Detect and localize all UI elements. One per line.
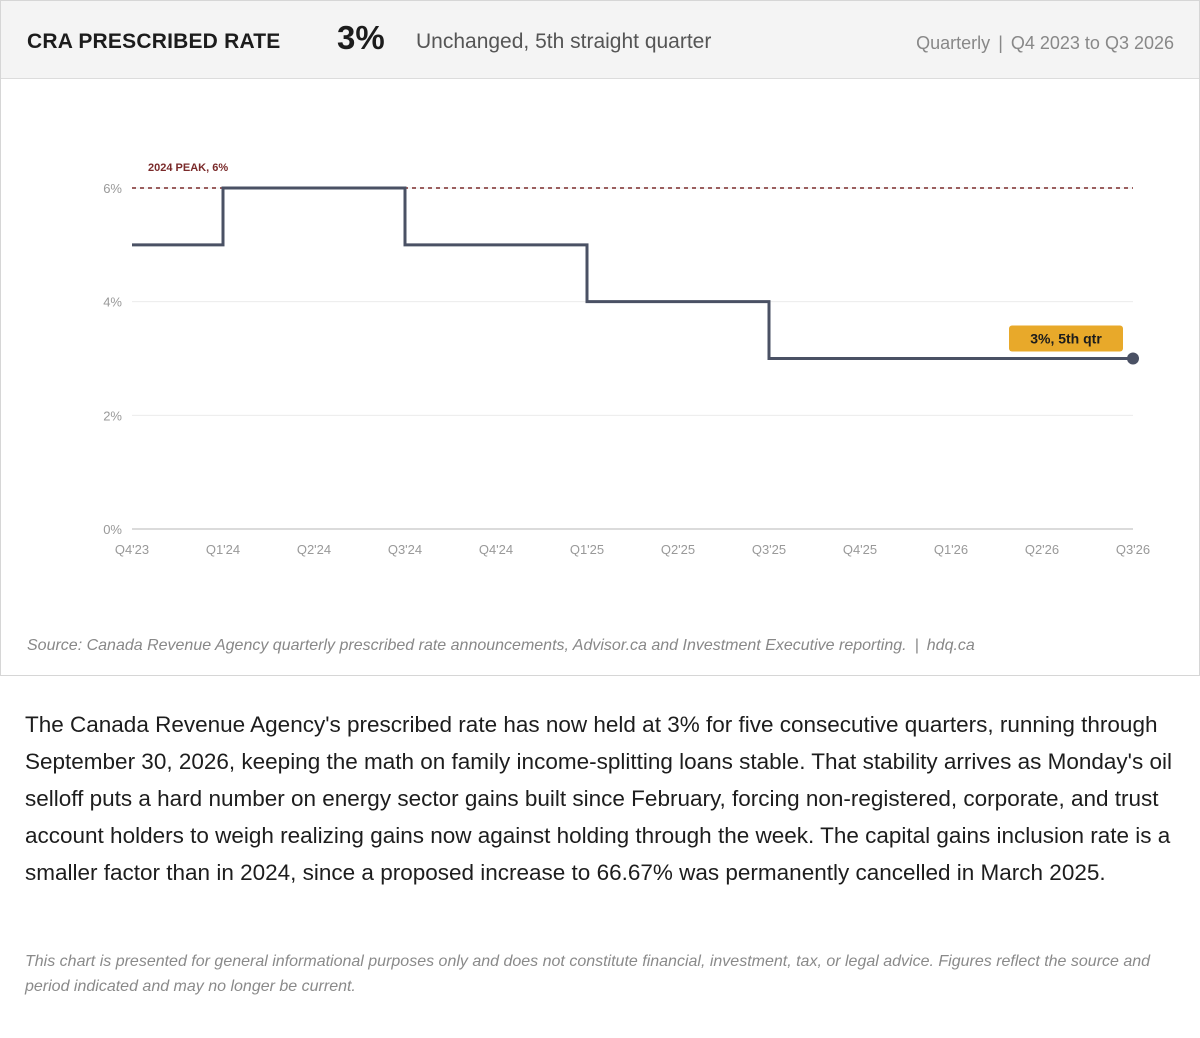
article-paragraph: The Canada Revenue Agency's prescribed r… bbox=[25, 712, 1172, 885]
source-note: Source: Canada Revenue Agency quarterly … bbox=[27, 637, 975, 655]
y-tick-label: 0% bbox=[103, 522, 122, 537]
x-tick-label: Q4'23 bbox=[115, 542, 149, 557]
source-text: Source: Canada Revenue Agency quarterly … bbox=[27, 637, 907, 654]
peak-label: 2024 PEAK, 6% bbox=[148, 162, 228, 174]
chart-title: CRA PRESCRIBED RATE bbox=[27, 30, 281, 53]
disclaimer: This chart is presented for general info… bbox=[25, 953, 1151, 995]
x-tick-label: Q1'26 bbox=[934, 542, 968, 557]
x-tick-label: Q1'24 bbox=[206, 542, 240, 557]
chart-header: CRA PRESCRIBED RATE 3% Unchanged, 5th st… bbox=[1, 1, 1199, 79]
end-badge bbox=[1009, 325, 1123, 352]
x-tick-label: Q4'25 bbox=[843, 542, 877, 557]
y-tick-label: 2% bbox=[103, 408, 122, 423]
x-tick-label: Q3'24 bbox=[388, 542, 422, 557]
chart-subtitle: Unchanged, 5th straight quarter bbox=[416, 30, 712, 53]
period-label: Q4 2023 to Q3 2026 bbox=[1010, 33, 1174, 53]
header-separator: | bbox=[998, 33, 1003, 53]
end-badge-label: 3%, 5th qtr bbox=[1030, 331, 1102, 347]
x-tick-label: Q1'25 bbox=[570, 542, 604, 557]
y-tick-label: 4% bbox=[103, 295, 122, 310]
frequency-label: Quarterly bbox=[916, 33, 991, 53]
x-tick-label: Q2'26 bbox=[1025, 542, 1059, 557]
period-info: Quarterly | Q4 2023 to Q3 2026 bbox=[916, 33, 1174, 54]
x-tick-label: Q2'25 bbox=[661, 542, 695, 557]
x-tick-label: Q4'24 bbox=[479, 542, 513, 557]
current-rate-value: 3% bbox=[337, 19, 385, 56]
x-tick-label: Q3'26 bbox=[1116, 542, 1150, 557]
end-point-marker bbox=[1127, 352, 1139, 365]
step-chart: 0% 2% 4% 6% Q4'23 Q1'24 Q2'24 Q3'24 Q4'24 Q1'25 Q2… bbox=[103, 162, 1150, 557]
x-tick-label: Q2'24 bbox=[297, 542, 331, 557]
source-separator: | bbox=[914, 637, 919, 654]
chart-card: CRA PRESCRIBED RATE 3% Unchanged, 5th st… bbox=[0, 0, 1200, 676]
y-tick-label: 6% bbox=[103, 181, 122, 196]
x-tick-label: Q3'25 bbox=[752, 542, 786, 557]
source-site: hdq.ca bbox=[926, 637, 975, 654]
rate-step-line bbox=[132, 186, 1133, 360]
